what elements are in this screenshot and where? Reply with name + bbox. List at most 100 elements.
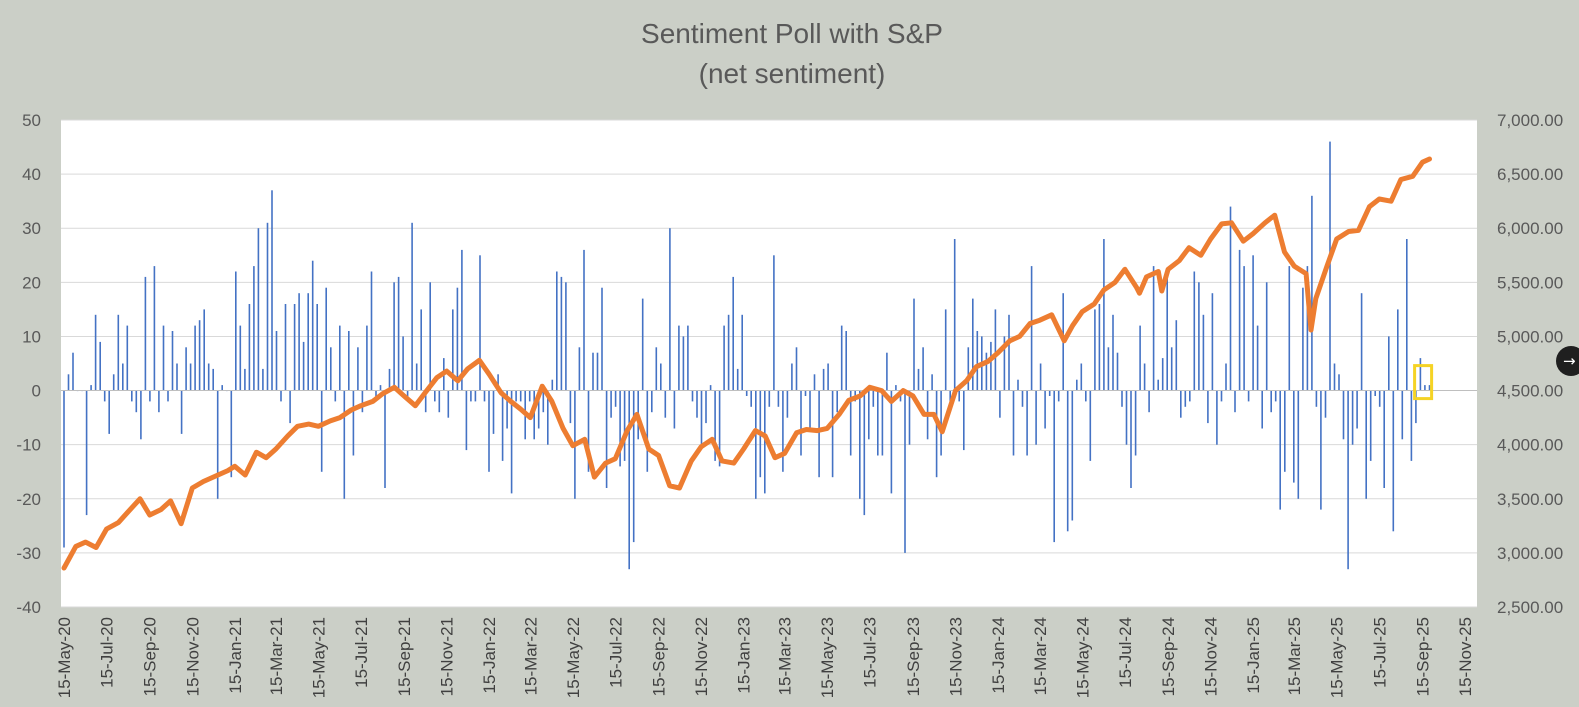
sentiment-bar	[651, 390, 653, 413]
sentiment-bar	[1098, 304, 1101, 391]
sentiment-bar	[750, 390, 752, 407]
right-tick-label: 4,500.00	[1497, 382, 1563, 401]
sentiment-bar	[1392, 390, 1395, 532]
sentiment-bar	[235, 271, 237, 391]
sentiment-bar	[1293, 390, 1295, 483]
sentiment-bar	[1012, 390, 1015, 456]
x-tick-label: 15-Jan-22	[480, 617, 499, 694]
sentiment-bar	[691, 390, 694, 402]
sentiment-bar	[420, 309, 422, 391]
sentiment-bar	[216, 390, 219, 499]
x-tick-label: 15-Jul-23	[861, 617, 880, 688]
sentiment-bar	[646, 390, 649, 472]
sentiment-bar	[1270, 390, 1272, 413]
x-tick-label: 15-Jan-23	[735, 617, 754, 694]
sentiment-bar	[818, 390, 820, 478]
sentiment-bar	[415, 363, 418, 391]
sentiment-bar	[709, 385, 712, 391]
sentiment-bar	[972, 298, 974, 391]
sentiment-bar	[655, 347, 658, 391]
sentiment-bar	[560, 276, 563, 391]
sentiment-bar	[1071, 390, 1074, 521]
x-tick-label: 15-Nov-21	[438, 617, 457, 696]
sentiment-bar	[1053, 390, 1055, 543]
sentiment-bar	[827, 363, 829, 391]
sentiment-bar	[388, 368, 391, 391]
sentiment-bar	[379, 385, 382, 391]
sentiment-bar	[542, 390, 545, 413]
x-tick-label: 15-Nov-24	[1202, 617, 1221, 696]
sentiment-bar	[958, 390, 960, 402]
sentiment-bar	[736, 368, 739, 391]
left-tick-label: 30	[22, 219, 41, 238]
sentiment-bar	[528, 390, 531, 402]
sentiment-bar	[732, 276, 734, 391]
sentiment-bar	[994, 309, 997, 391]
sentiment-bar	[1157, 379, 1159, 391]
sentiment-bar	[438, 390, 441, 413]
sentiment-bar	[519, 390, 522, 402]
sentiment-bar	[1017, 379, 1019, 391]
sentiment-bar	[632, 390, 635, 543]
sentiment-bar	[1107, 347, 1110, 391]
sentiment-bar	[1302, 287, 1304, 391]
sentiment-bar	[587, 390, 590, 472]
sentiment-bar	[664, 390, 667, 418]
sentiment-bar	[1419, 358, 1422, 391]
sentiment-bar	[158, 390, 160, 413]
sentiment-bar	[1320, 390, 1322, 510]
sentiment-bar	[366, 325, 368, 391]
sentiment-bar	[949, 390, 951, 402]
sentiment-bar	[456, 287, 459, 391]
sentiment-bar	[791, 363, 793, 391]
x-tick-label: 15-May-24	[1073, 617, 1092, 698]
sentiment-bar	[461, 249, 463, 391]
sentiment-bar	[293, 304, 296, 391]
x-tick-label: 15-Sep-25	[1414, 617, 1433, 696]
sentiment-bar	[176, 363, 178, 391]
sentiment-bar	[348, 331, 350, 391]
sentiment-bar	[1401, 390, 1404, 440]
sentiment-bar	[610, 390, 612, 418]
sentiment-bar	[221, 385, 223, 391]
sentiment-bar	[1216, 390, 1218, 445]
sentiment-bar	[140, 390, 142, 440]
x-tick-label: 15-Nov-20	[183, 617, 202, 696]
x-tick-label: 15-Nov-25	[1456, 617, 1475, 696]
sentiment-bar	[1415, 390, 1417, 424]
sentiment-bar	[402, 336, 404, 391]
sentiment-bar	[230, 390, 233, 478]
sentiment-bar	[967, 347, 970, 391]
sentiment-bar	[1202, 314, 1205, 391]
left-axis-ticks: -40 -30 -20 -10 0 10 20 30 40 50	[16, 111, 41, 617]
sentiment-bar	[271, 190, 273, 391]
x-tick-label: 15-Mar-21	[267, 617, 286, 695]
sentiment-bar	[339, 325, 341, 391]
sentiment-bar	[320, 390, 323, 472]
x-tick-label: 15-Jul-24	[1116, 617, 1135, 688]
sentiment-bar	[583, 249, 585, 391]
sentiment-bar	[63, 390, 65, 548]
sentiment-bar	[149, 390, 151, 402]
sentiment-bar	[1252, 255, 1254, 391]
sentiment-bar	[284, 304, 287, 391]
sentiment-bar	[1044, 390, 1046, 429]
sentiment-bar	[592, 352, 594, 391]
sentiment-bar	[510, 390, 513, 494]
sentiment-bar	[515, 390, 517, 402]
left-tick-label: -30	[16, 544, 41, 563]
arrow-right-icon[interactable]: →	[1556, 346, 1579, 376]
sentiment-bar	[411, 222, 413, 391]
sentiment-bar	[1180, 390, 1182, 418]
sentiment-bar	[777, 390, 780, 407]
sentiment-bar	[452, 309, 454, 391]
sentiment-bar	[488, 390, 490, 472]
sentiment-bar	[1139, 325, 1141, 391]
sentiment-bar	[660, 363, 662, 391]
sentiment-bar	[682, 336, 685, 391]
sentiment-bar	[768, 390, 771, 407]
left-tick-label: -10	[16, 436, 41, 455]
sentiment-bar	[755, 390, 757, 499]
sentiment-bar	[1247, 390, 1250, 402]
sentiment-bar	[596, 352, 599, 391]
